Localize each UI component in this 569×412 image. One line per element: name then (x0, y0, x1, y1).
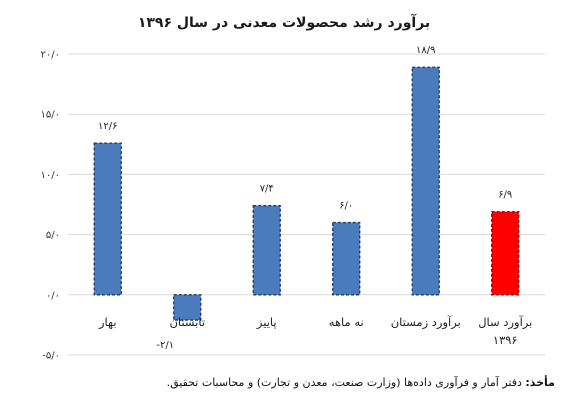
category-labels: بهار تابستان پاییز نه ماهه برآورد زمستان برآو… (98, 315, 532, 347)
data-label: -۲/۱ (156, 340, 174, 351)
category-label: برآورد زمستان (391, 315, 461, 330)
source-note: مأخذ: دفتر آمار و فرآوری داده‌ها (وزارت … (167, 376, 555, 389)
bar (491, 211, 520, 296)
data-label: ۶/۰ (339, 201, 353, 212)
gridlines (68, 53, 545, 356)
category-label: برآورد سال (478, 315, 532, 330)
y-tick-label: ۰/۰ (46, 290, 60, 301)
bar (332, 221, 361, 296)
category-label: پاییز (256, 315, 277, 330)
category-label: ۱۳۹۶ (493, 333, 518, 347)
category-label: تابستان (169, 315, 205, 329)
chart-title: برآورد رشد محصولات معدنی در سال ۱۳۹۶ (138, 13, 430, 31)
y-tick-label: ۵/۰ (46, 230, 60, 241)
data-label: ۱۸/۹ (416, 45, 435, 56)
bar (173, 294, 202, 321)
y-tick-label: -۵/۰ (42, 351, 60, 362)
bar (252, 205, 281, 296)
bars (93, 66, 520, 321)
bar (411, 66, 440, 296)
bar (93, 142, 122, 296)
y-axis-ticks: -۵/۰ ۰/۰ ۵/۰ ۱۰/۰ ۱۵/۰ ۲۰/۰ (41, 50, 60, 362)
y-tick-label: ۲۰/۰ (41, 50, 60, 61)
data-label: ۱۲/۶ (98, 121, 117, 132)
category-label: نه ماهه (329, 315, 364, 329)
data-label: ۶/۹ (498, 190, 512, 201)
data-label: ۷/۴ (260, 184, 274, 195)
data-labels: ۱۲/۶ -۲/۱ ۷/۴ ۶/۰ ۱۸/۹ ۶/۹ (98, 45, 512, 351)
y-tick-label: ۱۰/۰ (41, 170, 60, 181)
category-label: بهار (98, 315, 117, 330)
y-tick-label: ۱۵/۰ (41, 110, 60, 121)
source-text: دفتر آمار و فرآوری داده‌ها (وزارت صنعت، … (166, 376, 522, 389)
source-label: مأخذ: (525, 376, 555, 389)
